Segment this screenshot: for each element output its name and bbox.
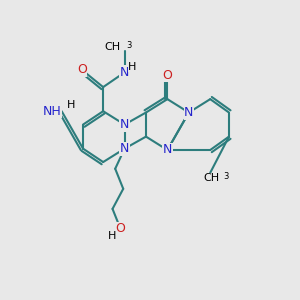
Text: N: N [120, 142, 129, 155]
Text: N: N [120, 118, 129, 131]
Text: N: N [163, 143, 172, 157]
Text: O: O [116, 223, 125, 236]
Text: 3: 3 [224, 172, 229, 181]
Text: H: H [128, 62, 136, 72]
Text: 3: 3 [126, 40, 131, 50]
Text: O: O [77, 63, 87, 76]
Text: H: H [67, 100, 75, 110]
Text: NH: NH [43, 105, 62, 118]
Text: O: O [163, 69, 172, 82]
Text: CH: CH [104, 42, 121, 52]
Text: H: H [108, 231, 117, 241]
Text: N: N [120, 66, 129, 79]
Text: CH: CH [203, 173, 220, 183]
Text: N: N [184, 106, 194, 119]
